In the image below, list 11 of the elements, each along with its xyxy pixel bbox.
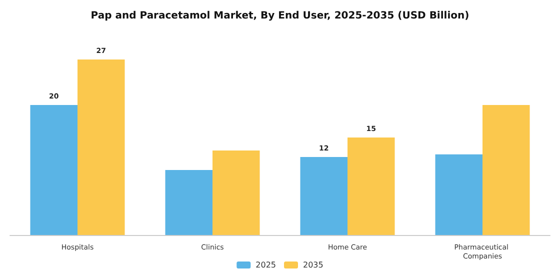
chart-title: Pap and Paracetamol Market, By End User, 2025-2035 (USD Billion) — [90, 10, 470, 22]
bar — [30, 105, 78, 235]
legend-label: 2035 — [303, 260, 324, 270]
bar — [300, 157, 348, 235]
bar — [348, 138, 395, 235]
bar — [165, 170, 212, 235]
bar — [78, 60, 125, 235]
bar — [435, 154, 482, 235]
legend-label: 2025 — [256, 260, 276, 270]
bar — [482, 105, 530, 235]
bar — [212, 150, 260, 235]
